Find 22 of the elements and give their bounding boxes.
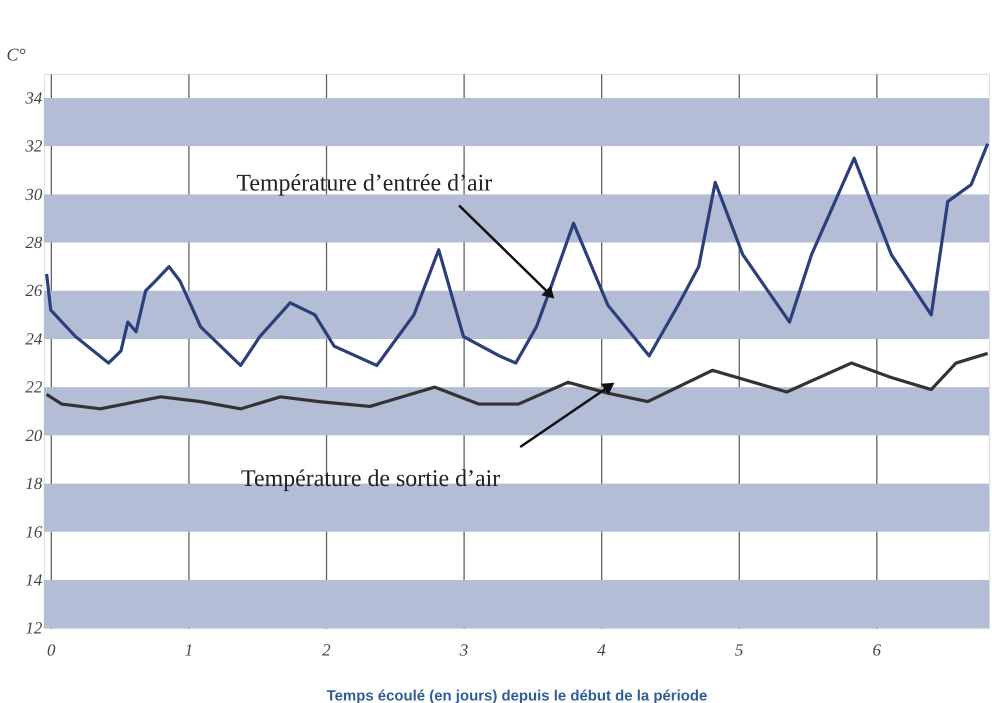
y-tick-label: 34 bbox=[24, 88, 43, 108]
y-axis-title: C° bbox=[6, 44, 26, 64]
annotation: Température de sortie d’air bbox=[241, 466, 500, 492]
y-tick-label: 18 bbox=[25, 474, 43, 494]
y-tick-label: 26 bbox=[25, 281, 43, 300]
x-tick-label: 3 bbox=[458, 640, 468, 660]
y-tick-label: 20 bbox=[25, 426, 43, 445]
y-tick-label: 24 bbox=[25, 329, 43, 348]
y-tick-label: 14 bbox=[25, 570, 43, 590]
x-tick-label: 0 bbox=[47, 640, 56, 660]
x-tick-label: 1 bbox=[184, 640, 194, 660]
y-tick-label: 16 bbox=[25, 522, 43, 542]
y-tick-label: 12 bbox=[25, 618, 43, 638]
x-tick-label: 2 bbox=[322, 640, 332, 660]
y-tick-label: 30 bbox=[24, 184, 43, 204]
x-tick-label: 6 bbox=[872, 640, 882, 660]
line-series bbox=[45, 142, 990, 368]
x-tick-label: 5 bbox=[734, 640, 744, 660]
y-tick-label: 32 bbox=[24, 136, 43, 156]
y-tick-label: 22 bbox=[25, 378, 43, 397]
x-tick-label: 4 bbox=[597, 640, 606, 660]
y-tick-label: 28 bbox=[25, 233, 43, 252]
